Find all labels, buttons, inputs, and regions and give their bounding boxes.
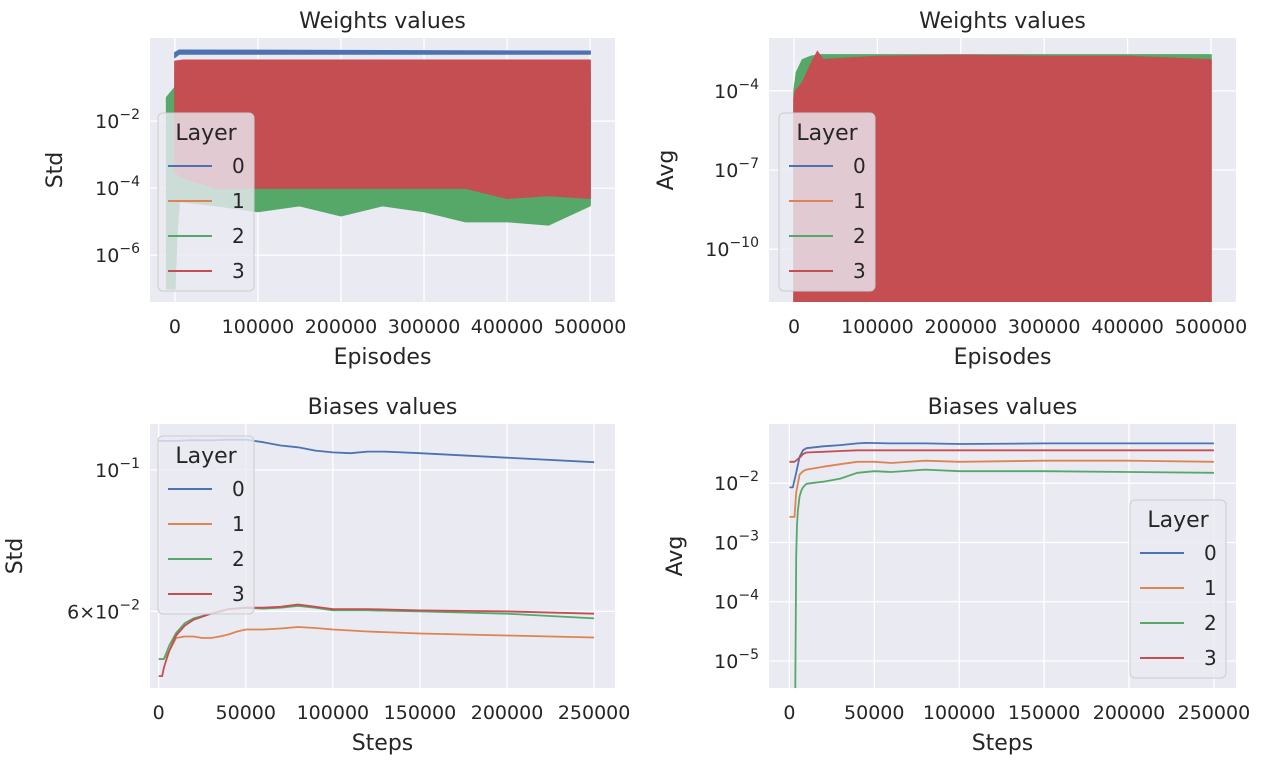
x-tick-label: 150000 (384, 702, 457, 724)
legend-label-3: 3 (1204, 646, 1217, 670)
legend-label-1: 1 (232, 512, 245, 536)
legend-label-0: 0 (1204, 541, 1217, 565)
subplot-title: Weights values (919, 9, 1086, 34)
series-2-line (794, 468, 1214, 688)
subplot-title: Weights values (299, 9, 466, 34)
x-axis-label: Steps (352, 731, 414, 756)
legend-label-3: 3 (853, 259, 866, 283)
y-axis-label: Avg (654, 150, 679, 191)
legend-label-1: 1 (853, 189, 866, 213)
subplot-2: 0 100000 200000 300000 400000 500000 10−4 10−7 1… (654, 9, 1247, 370)
series-3-line (789, 449, 1214, 463)
y-tick-label: 6×10−2 (67, 597, 140, 623)
y-tick-label: 10−10 (705, 235, 759, 261)
x-axis-label: Steps (972, 731, 1034, 756)
y-axis-label: Std (43, 152, 68, 189)
y-tick-label: 10−2 (95, 107, 140, 133)
series-3-band (174, 59, 591, 200)
legend-label-3: 3 (232, 582, 245, 606)
subplot-4: 0 50000 100000 150000 200000 25000010−210−310… (663, 395, 1250, 756)
series-group (165, 49, 591, 290)
series-0-band (174, 49, 591, 59)
x-axis-label: Episodes (954, 345, 1052, 370)
x-tick-label: 0 (783, 702, 795, 724)
y-tick-label: 10−4 (714, 77, 759, 103)
x-tick-label: 100000 (222, 316, 295, 338)
x-tick-label: 400000 (471, 316, 544, 338)
y-tick-label: 10−2 (714, 469, 759, 495)
legend-label-2: 2 (1204, 611, 1217, 635)
legend-title: Layer (175, 444, 237, 469)
y-tick-label: 10−1 (95, 456, 140, 482)
legend-label-3: 3 (232, 259, 245, 283)
x-tick-label: 150000 (1008, 702, 1081, 724)
x-tick-label: 250000 (558, 702, 631, 724)
x-tick-label: 100000 (297, 702, 370, 724)
x-axis-label: Episodes (334, 345, 432, 370)
x-tick-label: 500000 (554, 316, 627, 338)
y-tick-label: 10−5 (714, 647, 759, 673)
legend: Layer 0 1 2 3 (157, 112, 255, 292)
y-tick-label: 10−4 (95, 174, 140, 200)
y-tick-label: 10−4 (714, 588, 759, 614)
x-tick-label: 200000 (471, 702, 544, 724)
x-tick-label: 200000 (925, 316, 998, 338)
legend-title: Layer (796, 121, 858, 146)
x-tick-label: 0 (788, 316, 800, 338)
x-tick-label: 250000 (1178, 702, 1251, 724)
y-axis-label: Std (3, 538, 28, 575)
x-tick-label: 400000 (1091, 316, 1164, 338)
legend-label-2: 2 (232, 547, 245, 571)
legend-label-1: 1 (232, 189, 245, 213)
x-tick-label: 100000 (923, 702, 996, 724)
x-tick-label: 500000 (1175, 316, 1248, 338)
legend: Layer 0 1 2 3 (157, 435, 255, 615)
x-tick-label: 100000 (841, 316, 914, 338)
x-tick-label: 0 (169, 316, 181, 338)
y-axis-label: Avg (663, 536, 688, 577)
legend-label-0: 0 (853, 154, 866, 178)
subplot-1: 0 100000 200000 300000 400000 500000 10−2 10−4 1… (43, 9, 626, 370)
y-tick-label: 10−7 (714, 156, 759, 182)
series-group (789, 442, 1214, 688)
legend-label-2: 2 (853, 224, 866, 248)
legend-title: Layer (1147, 508, 1209, 533)
x-tick-label: 50000 (216, 702, 276, 724)
subplot-title: Biases values (928, 395, 1078, 420)
legend-label-0: 0 (232, 477, 245, 501)
subplot-title: Biases values (308, 395, 458, 420)
y-tick-label: 10−6 (95, 241, 140, 267)
x-tick-label: 300000 (1008, 316, 1081, 338)
series-3-band (793, 50, 1212, 302)
legend: Layer 0 1 2 3 (778, 112, 876, 292)
subplot-3: 0 50000 100000 150000 200000 250000 10−1 6×10−2… (3, 395, 630, 756)
legend-label-0: 0 (232, 154, 245, 178)
series-1-line (789, 459, 1214, 518)
x-tick-label: 0 (153, 702, 165, 724)
legend-label-1: 1 (1204, 576, 1217, 600)
legend: Layer 0 1 2 3 (1129, 499, 1227, 679)
legend-title: Layer (175, 121, 237, 146)
x-tick-label: 200000 (305, 316, 378, 338)
x-tick-label: 300000 (388, 316, 461, 338)
x-tick-label: 200000 (1093, 702, 1166, 724)
series-1-line (158, 626, 595, 660)
series-0-line (789, 442, 1214, 489)
legend-label-2: 2 (232, 224, 245, 248)
x-tick-label: 50000 (844, 702, 904, 724)
y-tick-label: 10−3 (714, 528, 759, 554)
series-group (793, 50, 1212, 302)
